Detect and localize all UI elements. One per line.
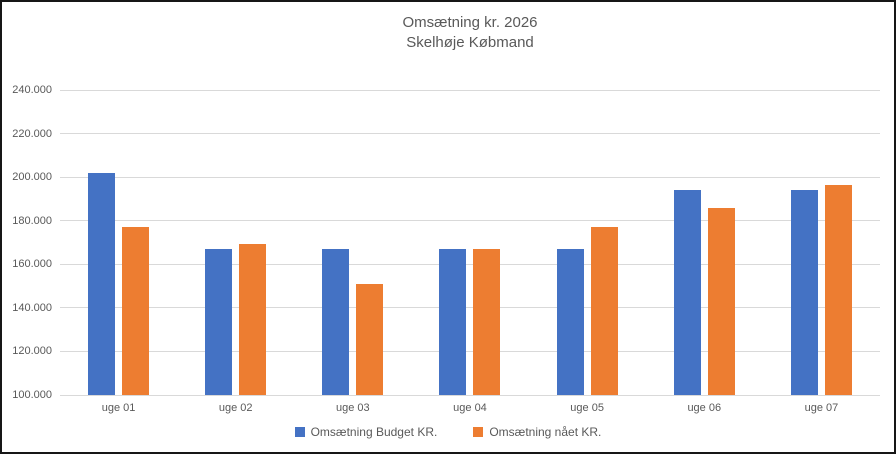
bar-oms-tning-budget-kr--uge-07 bbox=[790, 190, 818, 395]
x-axis-tick-label: uge 02 bbox=[218, 402, 253, 414]
gridline bbox=[60, 220, 880, 222]
chart-title: Omsætning kr. 2026 Skelhøje Købmand bbox=[60, 13, 880, 53]
legend-swatch-icon bbox=[294, 427, 305, 437]
bar-group-uge-05 bbox=[529, 90, 646, 395]
x-axis-tick-label: uge 04 bbox=[453, 402, 487, 414]
x-axis-tick-label: uge 06 bbox=[687, 402, 722, 414]
chart-title-line2: Skelhøje Købmand bbox=[406, 34, 534, 51]
bar-oms-tning-budget-kr--uge-02 bbox=[205, 249, 233, 395]
y-axis-tick-label: 240.000 bbox=[12, 84, 52, 96]
y-axis-tick-label: 120.000 bbox=[12, 345, 52, 358]
bar-oms-tning-n-et-kr--uge-01 bbox=[122, 227, 150, 395]
y-axis-tick-label: 140.000 bbox=[12, 301, 52, 314]
y-axis-tick-label: 220.000 bbox=[12, 127, 52, 140]
legend-label: Omsætning Budget KR. bbox=[310, 425, 438, 439]
gridline bbox=[60, 263, 880, 265]
gridline bbox=[60, 307, 880, 309]
legend-item: Omsætning Budget KR. bbox=[294, 425, 438, 439]
bar-oms-tning-n-et-kr--uge-07 bbox=[824, 184, 852, 395]
bar-oms-tning-budget-kr--uge-04 bbox=[439, 249, 467, 395]
chart-title-line1: Omsætning kr. 2026 bbox=[402, 14, 538, 31]
legend-swatch-icon bbox=[473, 427, 484, 437]
plot-area bbox=[60, 89, 880, 396]
y-axis-tick-label: 160.000 bbox=[12, 258, 52, 271]
bar-group-uge-02 bbox=[177, 90, 294, 395]
x-axis-tick-label: uge 03 bbox=[336, 402, 370, 414]
legend-label: Omsætning nået KR. bbox=[489, 425, 602, 439]
gridline bbox=[60, 395, 880, 396]
x-axis-tick-label: uge 01 bbox=[101, 402, 136, 414]
bar-oms-tning-budget-kr--uge-05 bbox=[556, 249, 584, 395]
gridline bbox=[60, 176, 880, 178]
bar-group-uge-01 bbox=[60, 90, 177, 395]
bar-oms-tning-n-et-kr--uge-05 bbox=[590, 227, 618, 395]
y-axis-tick-label: 100.000 bbox=[12, 389, 52, 401]
bar-oms-tning-n-et-kr--uge-03 bbox=[356, 283, 384, 395]
bar-group-uge-06 bbox=[646, 90, 763, 395]
bar-group-uge-03 bbox=[294, 90, 411, 395]
x-axis-tick-label: uge 05 bbox=[570, 402, 604, 414]
legend: Omsætning Budget KR. Omsætning nået KR. bbox=[2, 425, 894, 439]
gridline bbox=[60, 89, 880, 91]
legend-item: Omsætning nået KR. bbox=[473, 425, 601, 439]
bar-oms-tning-budget-kr--uge-03 bbox=[322, 249, 350, 395]
bar-oms-tning-n-et-kr--uge-04 bbox=[473, 249, 501, 395]
gridline bbox=[60, 133, 880, 135]
bar-oms-tning-n-et-kr--uge-06 bbox=[707, 207, 735, 395]
y-axis-tick-label: 180.000 bbox=[12, 214, 52, 227]
bar-group-uge-07 bbox=[763, 90, 880, 395]
gridline bbox=[60, 350, 880, 352]
bar-oms-tning-n-et-kr--uge-02 bbox=[239, 243, 267, 395]
bar-oms-tning-budget-kr--uge-06 bbox=[673, 190, 701, 395]
bar-group-uge-04 bbox=[411, 90, 528, 395]
x-axis-tick-label: uge 07 bbox=[804, 402, 839, 414]
bar-oms-tning-budget-kr--uge-01 bbox=[88, 172, 116, 395]
y-axis-tick-label: 200.000 bbox=[12, 171, 52, 184]
